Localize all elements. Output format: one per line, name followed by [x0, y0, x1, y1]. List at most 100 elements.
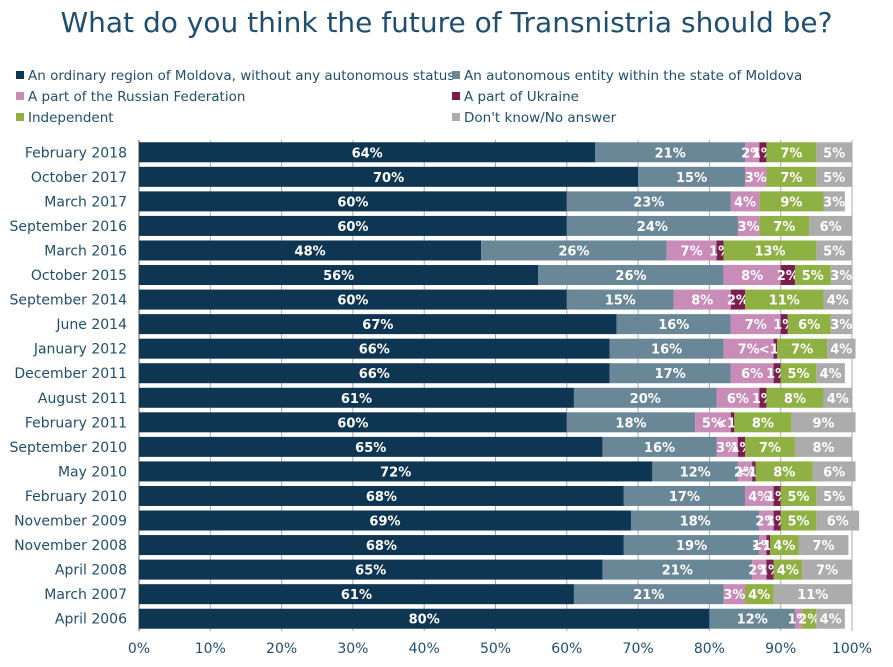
bar-segment	[730, 412, 735, 433]
bar-segment	[816, 240, 852, 261]
legend-swatch	[452, 71, 460, 79]
x-tick-label: 20%	[266, 641, 297, 657]
data-label: 61%	[341, 392, 372, 407]
data-label: 48%	[295, 244, 326, 259]
bar-segment	[816, 485, 852, 506]
bar-segment	[745, 436, 795, 457]
legend-swatch	[16, 113, 24, 121]
data-label: 8%	[784, 392, 806, 407]
data-label: 7%	[780, 146, 802, 161]
bar-segment	[623, 485, 746, 506]
bar-segment	[745, 584, 774, 605]
bar-segment	[723, 265, 781, 286]
data-label: 72%	[380, 465, 411, 480]
bar-segment	[609, 363, 731, 384]
x-tick-label: 50%	[480, 641, 511, 657]
bar-segment	[566, 215, 738, 236]
category-label: June 2014	[55, 317, 127, 333]
data-label: 21%	[633, 588, 664, 603]
bar-segment	[730, 191, 760, 212]
bar-segment	[766, 166, 817, 187]
data-label: 61%	[341, 588, 372, 603]
legend-item-ukraine: A part of Ukraine	[452, 89, 579, 105]
category-label: November 2008	[14, 538, 127, 554]
data-label: 6%	[820, 220, 842, 235]
bar-segment	[139, 559, 603, 580]
data-label: 2%	[741, 146, 763, 161]
category-label: August 2011	[38, 391, 127, 407]
data-label: 16%	[644, 441, 675, 456]
bar-segment	[759, 215, 810, 236]
bar-segment	[139, 289, 567, 310]
category-label: February 2018	[25, 145, 127, 161]
data-label: 7%	[681, 244, 703, 259]
data-label: 4%	[773, 539, 795, 554]
bar-segment	[139, 608, 710, 629]
bar-segment	[730, 314, 781, 335]
data-label: 2%	[727, 294, 749, 309]
data-label: 2%	[734, 465, 756, 480]
bar-segment	[755, 461, 813, 482]
bar-segment	[773, 338, 778, 359]
data-label: 6%	[798, 318, 820, 333]
data-label: 60%	[337, 294, 368, 309]
data-label: 3%	[830, 269, 852, 284]
bar-segment	[734, 412, 792, 433]
data-label: 4%	[820, 367, 842, 382]
bar-segment	[816, 363, 845, 384]
data-label: 2%	[755, 515, 777, 530]
x-tick-label: 70%	[623, 641, 654, 657]
data-label: 15%	[676, 171, 707, 186]
data-label: 69%	[369, 515, 400, 530]
category-label: March 2007	[44, 587, 127, 603]
bar-segment	[759, 387, 767, 408]
bar-segment	[794, 608, 803, 629]
data-label: 5%	[787, 367, 809, 382]
bar-segment	[794, 436, 852, 457]
bar-segment	[723, 338, 774, 359]
data-label: 11%	[797, 588, 828, 603]
data-label: 26%	[558, 244, 589, 259]
bar-segment	[759, 142, 767, 163]
category-label: November 2009	[14, 514, 127, 530]
data-label: 19%	[676, 539, 707, 554]
bar-segment	[737, 215, 760, 236]
bar-segment	[745, 289, 824, 310]
bar-segment	[777, 338, 828, 359]
bar-segment	[773, 363, 781, 384]
category-label: February 2011	[25, 415, 127, 431]
bar-segment	[766, 387, 824, 408]
bar-segment	[827, 338, 856, 359]
bar-segment	[780, 363, 817, 384]
data-label: 8%	[812, 441, 834, 456]
data-label: 18%	[680, 515, 711, 530]
legend-item-russian-federation: A part of the Russian Federation	[16, 89, 245, 105]
legend-item-ordinary-region: An ordinary region of Moldova, without a…	[16, 68, 454, 84]
x-tick-label: 30%	[337, 641, 368, 657]
bar-segment	[638, 166, 746, 187]
bar-segment	[139, 461, 653, 482]
bar-segment	[673, 289, 731, 310]
data-label: 7%	[791, 343, 813, 358]
x-tick-label: 100%	[832, 641, 872, 657]
data-label: 8%	[691, 294, 713, 309]
bar-segment	[745, 166, 767, 187]
category-label: October 2017	[31, 170, 127, 186]
x-tick-label: 60%	[551, 641, 582, 657]
bar-segment	[139, 436, 603, 457]
bar-segment	[139, 510, 631, 531]
bar-segment	[716, 436, 738, 457]
data-label: 13%	[754, 244, 785, 259]
data-label: 4%	[734, 195, 756, 210]
bar-segment	[566, 191, 731, 212]
data-label: 4%	[748, 490, 770, 505]
data-label: 26%	[615, 269, 646, 284]
bar-segment	[816, 166, 852, 187]
data-label: 7%	[759, 441, 781, 456]
bar-segment	[766, 142, 817, 163]
bar-segment	[730, 363, 774, 384]
bar-segment	[481, 240, 667, 261]
bar-segment	[730, 289, 746, 310]
data-label: 4%	[827, 392, 849, 407]
